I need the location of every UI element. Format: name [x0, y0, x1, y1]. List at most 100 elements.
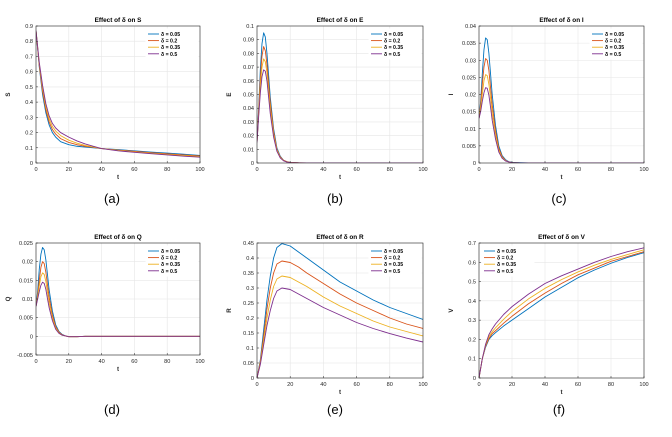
- y-tick-label: 0.02: [22, 260, 33, 266]
- chart-title: Effect of δ on E: [317, 17, 365, 24]
- y-tick-label: 0.01: [243, 147, 254, 153]
- y-tick-label: 0: [251, 376, 254, 382]
- legend-entry-2: δ = 0.2: [605, 39, 621, 45]
- y-tick-label: 0.4: [246, 256, 254, 262]
- panel-3: 0 20 40 60 80 100 0 0.005 0.01 0.015 0.02 0.025 0.03…: [448, 17, 649, 206]
- y-tick-label: 0.015: [462, 110, 476, 116]
- y-tick-label: -0.005: [17, 353, 33, 359]
- x-tick-label: 20: [287, 382, 293, 388]
- y-tick-label: 0.03: [243, 120, 254, 126]
- x-tick-label: 20: [509, 382, 515, 388]
- series-line-2: [36, 30, 200, 157]
- legend-entry-3: δ = 0.35: [605, 45, 624, 51]
- chart-title: Effect of δ on R: [316, 234, 364, 241]
- x-tick-label: 0: [477, 167, 480, 173]
- legend: δ = 0.05δ = 0.2δ = 0.35δ = 0.5: [368, 245, 422, 277]
- legend: δ = 0.05δ = 0.2δ = 0.35δ = 0.5: [145, 28, 199, 60]
- y-tick-label: 0.02: [243, 134, 254, 140]
- series-line-4: [479, 87, 644, 163]
- y-tick-label: 0.09: [243, 38, 254, 44]
- axes-box: [35, 25, 201, 164]
- legend-entry-4: δ = 0.5: [384, 269, 400, 275]
- x-tick-label: 40: [320, 382, 326, 388]
- legend-entry-4: δ = 0.5: [605, 52, 621, 58]
- x-tick-label: 20: [66, 167, 72, 173]
- series-line-3: [257, 275, 423, 378]
- series-line-1: [257, 243, 423, 378]
- y-tick-label: 0.005: [462, 144, 476, 150]
- x-tick-label: 40: [320, 167, 326, 173]
- y-tick-label: 0.35: [243, 271, 254, 277]
- y-tick-label: 0.7: [468, 241, 476, 247]
- legend-entry-4: δ = 0.5: [384, 52, 400, 58]
- y-tick-label: 0.6: [25, 70, 33, 76]
- x-tick-label: 100: [639, 382, 648, 388]
- x-axis-label: t: [339, 174, 341, 181]
- y-axis-label: I: [448, 93, 455, 95]
- series-line-4: [479, 247, 644, 378]
- legend-entry-4: δ = 0.5: [161, 269, 177, 275]
- y-tick-label: 0.7: [25, 54, 33, 60]
- legend-entry-3: δ = 0.35: [161, 262, 180, 268]
- y-tick-label: 0.15: [243, 331, 254, 337]
- y-tick-label: 0.3: [246, 286, 254, 292]
- y-tick-label: 0.25: [243, 301, 254, 307]
- series-line-3: [479, 249, 644, 378]
- x-axis-label: t: [117, 174, 119, 181]
- y-tick-label: 0.1: [25, 146, 33, 152]
- x-tick-label: 0: [34, 167, 37, 173]
- legend: δ = 0.05δ = 0.2δ = 0.35δ = 0.5: [368, 28, 422, 60]
- legend-entry-2: δ = 0.2: [161, 256, 177, 262]
- y-tick-label: 0.4: [468, 299, 476, 305]
- y-tick-label: 0: [251, 161, 254, 167]
- x-tick-label: 40: [98, 167, 104, 173]
- panel-caption: (b): [327, 191, 343, 206]
- y-tick-label: 0: [473, 161, 476, 167]
- y-tick-label: 0.06: [243, 79, 254, 85]
- legend-entry-4: δ = 0.5: [497, 269, 513, 275]
- y-axis-label: E: [226, 92, 233, 96]
- x-tick-label: 0: [255, 382, 258, 388]
- series-line-2: [479, 251, 644, 378]
- x-tick-label: 20: [509, 167, 515, 173]
- legend-entry-1: δ = 0.05: [497, 249, 516, 255]
- x-axis-label: t: [560, 389, 562, 396]
- y-tick-label: 0.9: [25, 24, 33, 30]
- y-tick-label: 0.015: [19, 278, 33, 284]
- legend-entry-3: δ = 0.35: [384, 45, 403, 51]
- y-tick-label: 0: [473, 376, 476, 382]
- legend-entry-1: δ = 0.05: [161, 249, 180, 255]
- x-tick-label: 60: [353, 167, 359, 173]
- x-tick-label: 80: [387, 382, 393, 388]
- legend-entry-3: δ = 0.35: [384, 262, 403, 268]
- y-tick-label: 0.4: [25, 100, 33, 106]
- x-tick-label: 40: [542, 167, 548, 173]
- legend-entry-3: δ = 0.35: [497, 262, 516, 268]
- x-tick-label: 100: [418, 382, 427, 388]
- panel-5: 0 20 40 60 80 100 0 0.05 0.1 0.15 0.2 0.25 0.3 0.35 0.…: [226, 234, 428, 417]
- y-tick-label: 0: [30, 334, 33, 340]
- x-tick-label: 100: [195, 167, 204, 173]
- x-tick-label: 0: [34, 359, 37, 365]
- x-tick-label: 40: [542, 382, 548, 388]
- y-tick-label: 0.035: [462, 41, 476, 47]
- series-line-4: [257, 287, 423, 378]
- legend-entry-1: δ = 0.05: [384, 32, 403, 38]
- y-axis-label: S: [5, 92, 12, 96]
- y-tick-label: 0.01: [22, 297, 33, 303]
- series-line-4: [257, 69, 423, 163]
- y-axis-label: Q: [5, 296, 12, 301]
- legend-entry-1: δ = 0.05: [161, 32, 180, 38]
- y-tick-label: 0.08: [243, 51, 254, 57]
- legend-entry-2: δ = 0.2: [497, 256, 513, 262]
- series-line-1: [36, 30, 200, 156]
- legend-entry-2: δ = 0.2: [384, 256, 400, 262]
- y-tick-label: 0.07: [243, 65, 254, 71]
- y-tick-label: 0.45: [243, 241, 254, 247]
- y-tick-label: 0.2: [468, 337, 476, 343]
- y-tick-label: 0.05: [243, 93, 254, 99]
- legend-entry-3: δ = 0.35: [161, 45, 180, 51]
- panel-caption: (e): [327, 402, 343, 417]
- y-axis-label: R: [226, 308, 233, 313]
- series-line-4: [36, 30, 200, 158]
